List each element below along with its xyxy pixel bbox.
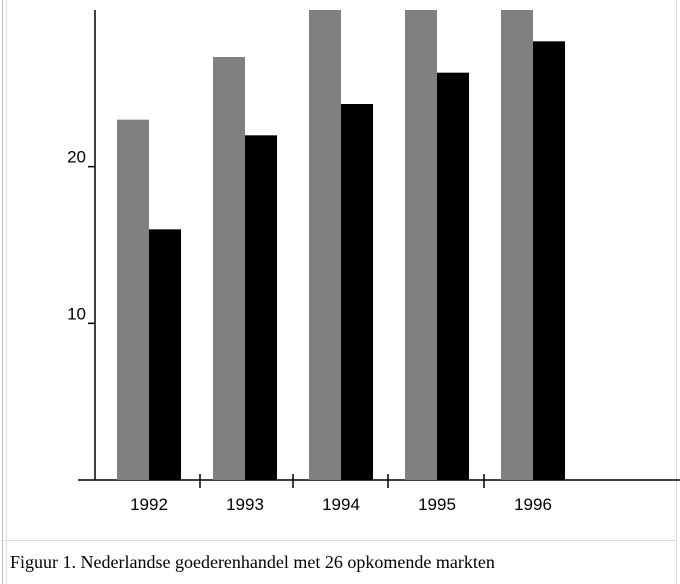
bar: [405, 10, 437, 480]
x-separators: [199, 474, 485, 488]
bar: [501, 10, 533, 480]
x-tick-label: 1996: [514, 495, 552, 514]
bar: [245, 135, 277, 480]
bar: [149, 229, 181, 480]
y-tick-label: 10: [67, 304, 86, 323]
caption: Figuur 1. Nederlandse goederenhandel met…: [10, 552, 495, 572]
bar: [533, 41, 565, 480]
x-tick-label: 1993: [226, 495, 264, 514]
bar: [213, 57, 245, 480]
x-tick-label: 1995: [418, 495, 456, 514]
bar: [117, 119, 149, 480]
y-tick-label: 20: [67, 148, 86, 167]
bar: [437, 72, 469, 480]
x-tick-label: 1992: [130, 495, 168, 514]
bar: [309, 10, 341, 480]
bar: [341, 104, 373, 480]
x-tick-label: 1994: [322, 495, 360, 514]
